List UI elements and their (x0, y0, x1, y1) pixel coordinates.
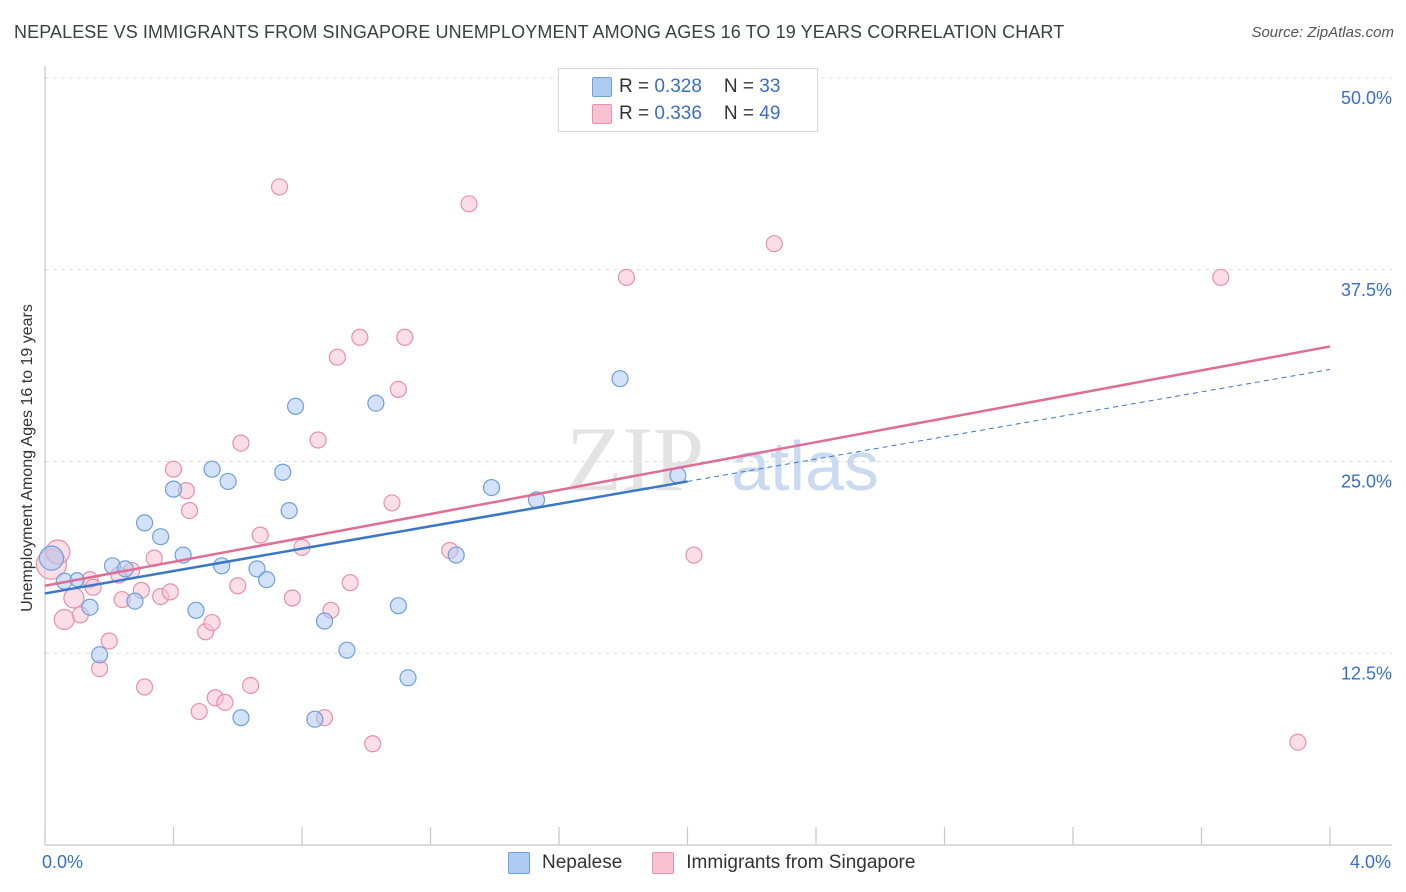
nepalese-point (213, 557, 231, 575)
singapore-point (617, 268, 636, 287)
singapore-point (229, 577, 247, 595)
nepalese-point (389, 597, 407, 615)
nepalese-point (38, 545, 65, 571)
nepalese-point (482, 478, 501, 497)
legend-row-nepalese: R = 0.328 N = 33 (592, 74, 781, 100)
nepalese-point (232, 709, 250, 727)
singapore-point (341, 574, 359, 592)
nepalese-point (315, 612, 334, 630)
nepalese-point (306, 710, 324, 728)
singapore-point (251, 526, 269, 544)
legend-row-singapore: R = 0.336 N = 49 (592, 101, 781, 127)
nepalese-point (248, 560, 266, 578)
nepalese-point (399, 669, 417, 687)
singapore-point (161, 583, 179, 601)
watermark-zip: ZIP (566, 408, 704, 510)
nepalese-point (611, 370, 629, 388)
trend-layer (44, 345, 1331, 595)
nepalese-n-label: N = (723, 76, 760, 97)
singapore-swatch (592, 104, 612, 124)
singapore-point (765, 235, 783, 253)
singapore-point (351, 328, 369, 346)
nepalese-swatch (592, 77, 612, 97)
nepalese-legend-label: Nepalese (542, 852, 623, 873)
nepalese-point (367, 394, 385, 412)
singapore-point (216, 693, 234, 711)
singapore-legend-label: Immigrants from Singapore (686, 852, 916, 873)
y-tick-label: 12.5% (1341, 663, 1392, 683)
watermark-atlas: atlas (731, 427, 879, 505)
nepalese-n-value: 33 (759, 76, 781, 97)
source-label: Source: ZipAtlas.com (1251, 24, 1394, 41)
nepalese-point (135, 514, 154, 532)
singapore-point (309, 431, 327, 449)
singapore-point (232, 434, 250, 452)
singapore-point (270, 178, 289, 196)
singapore-legend-swatch (652, 852, 675, 874)
y-axis-label: Unemployment Among Ages 16 to 19 years (19, 304, 36, 612)
nepalese-r-value: 0.328 (654, 76, 702, 97)
nepalese-point (274, 463, 292, 481)
chart-title: NEPALESE VS IMMIGRANTS FROM SINGAPORE UN… (14, 22, 1065, 42)
singapore-n-value: 49 (759, 103, 781, 124)
singapore-point (135, 678, 154, 696)
correlation-legend: R = 0.328 N = 33 R = 0.336 N = 49 (558, 68, 818, 132)
singapore-point (1289, 733, 1307, 751)
nepalese-point (219, 472, 237, 491)
singapore-point (283, 589, 301, 607)
singapore-point (1212, 268, 1230, 287)
nepalese-trend-extension (687, 368, 1331, 482)
nepalese-point (126, 592, 144, 610)
singapore-trend-line (44, 345, 1331, 587)
axis-layer: 12.5% 25.0% 37.5% 50.0% (44, 66, 1392, 846)
singapore-point (190, 702, 208, 721)
y-tick-label: 25.0% (1341, 472, 1392, 492)
singapore-r-value: 0.336 (654, 103, 702, 124)
nepalese-point (203, 460, 221, 478)
nepalese-point (187, 601, 205, 619)
nepalese-point (258, 571, 276, 589)
nepalese-trend-line (44, 480, 688, 595)
x-tick-label-min: 0.0% (42, 852, 84, 872)
singapore-point (63, 587, 85, 609)
legend-item-nepalese[interactable]: Nepalese (508, 852, 622, 874)
singapore-point (364, 735, 382, 753)
singapore-point (180, 501, 199, 520)
watermark: ZIP atlas (566, 408, 879, 510)
singapore-point (685, 546, 703, 564)
singapore-point (242, 676, 260, 695)
singapore-point (100, 632, 118, 650)
x-tick-label-max: 4.0% (1350, 852, 1392, 872)
singapore-point (203, 613, 221, 632)
grid-layer (45, 77, 1392, 654)
singapore-point (84, 578, 102, 596)
nepalese-point (286, 397, 305, 415)
nepalese-point (164, 480, 183, 498)
singapore-point (53, 608, 75, 631)
singapore-point (389, 380, 407, 399)
nepalese-legend-swatch (508, 852, 530, 874)
series-legend: Nepalese Immigrants from Singapore (508, 852, 945, 874)
nepalese-point (91, 646, 109, 664)
legend-item-singapore[interactable]: Immigrants from Singapore (652, 852, 915, 874)
singapore-point (383, 494, 401, 512)
singapore-n-label: N = (723, 103, 760, 124)
singapore-point (164, 460, 183, 478)
singapore-r-label: R = (619, 103, 655, 124)
nepalese-point (447, 546, 465, 564)
singapore-point (328, 348, 346, 366)
nepalese-point (338, 641, 356, 659)
y-tick-label: 50.0% (1341, 88, 1392, 108)
singapore-point (460, 195, 478, 213)
nepalese-point (152, 528, 170, 546)
nepalese-point (280, 501, 298, 520)
nepalese-r-label: R = (619, 76, 655, 97)
singapore-point (396, 328, 414, 346)
nepalese-point (81, 598, 99, 616)
y-tick-label: 37.5% (1341, 280, 1392, 300)
